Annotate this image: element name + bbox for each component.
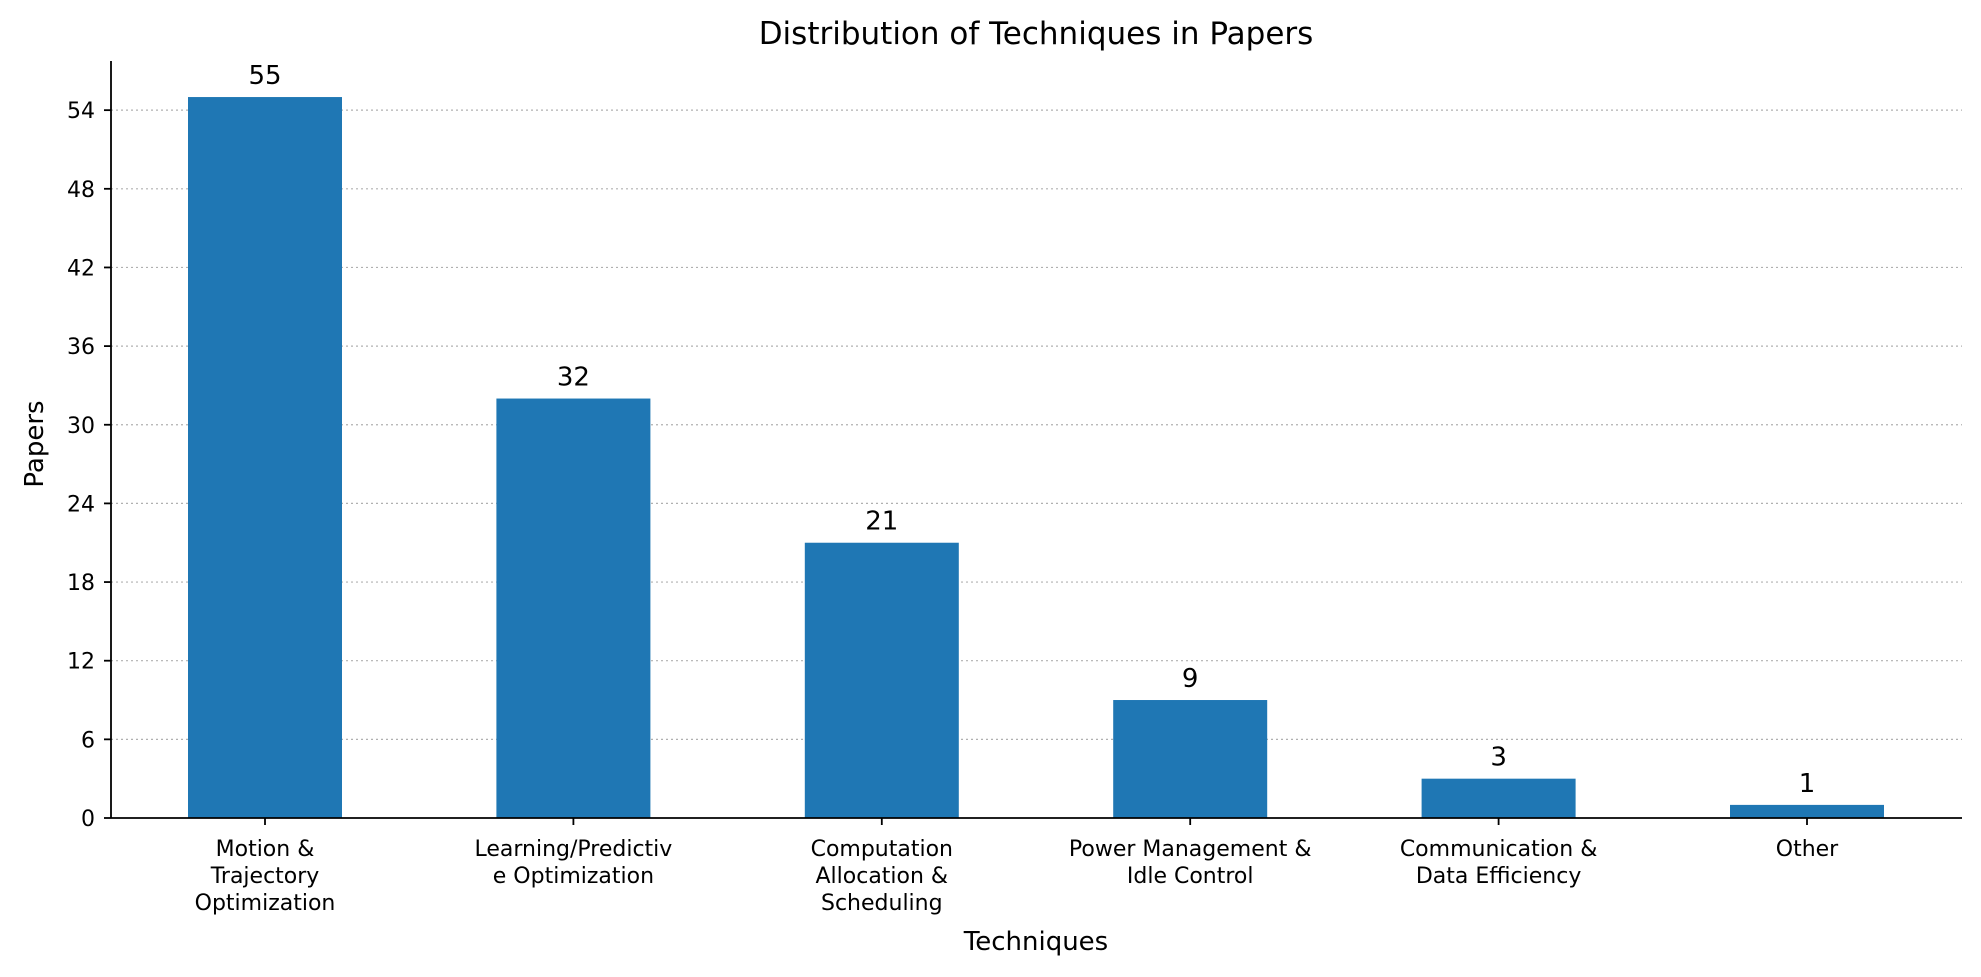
gridlines — [111, 109, 1962, 740]
bar-value-label: 55 — [248, 61, 281, 91]
y-tick-label: 42 — [67, 256, 95, 281]
x-ticks: Motion & Trajectory Optimization Learning/P… — [195, 818, 1839, 916]
axes — [110, 61, 1962, 819]
x-tick-label-line: Power Management & — [1069, 837, 1312, 862]
y-tick-label: 12 — [67, 650, 95, 675]
y-tick-label: 24 — [67, 492, 95, 517]
bar-value-label: 32 — [557, 363, 590, 393]
x-tick-label-line: Communication & — [1400, 837, 1598, 862]
x-axis-title: Techniques — [963, 927, 1108, 957]
x-tick-label-line: Data Efficiency — [1416, 864, 1582, 889]
x-tick-label-line: Learning/Predictiv — [474, 837, 672, 862]
bar — [804, 542, 959, 818]
x-tick-label: Communication & Data Efficiency — [1400, 837, 1598, 889]
bar — [496, 398, 651, 818]
x-tick-label: Power Management & Idle Control — [1069, 837, 1312, 889]
y-tick-label: 0 — [81, 807, 95, 832]
bar-value-label: 1 — [1799, 769, 1816, 799]
x-tick-label-line: Scheduling — [821, 891, 943, 916]
x-tick-label-line: Optimization — [195, 891, 336, 916]
x-tick-label-line: Allocation & — [815, 864, 948, 889]
x-tick-label: Learning/Predictiv e Optimization — [474, 837, 672, 889]
x-tick-label: Motion & Trajectory Optimization — [195, 837, 336, 916]
bar — [188, 97, 342, 819]
bar-value-label: 21 — [865, 507, 898, 537]
x-tick-label-line: Computation — [811, 837, 953, 862]
x-tick-label: Computation Allocation & Scheduling — [811, 837, 953, 916]
x-tick-label-line: e Optimization — [493, 864, 654, 889]
x-tick-label-line: Motion & — [216, 837, 315, 862]
bar-value-label: 3 — [1490, 743, 1507, 773]
y-ticks: 0 6 12 18 24 30 36 42 48 54 — [67, 99, 111, 832]
x-tick-label-line: Trajectory — [210, 864, 320, 889]
bars — [188, 97, 1884, 819]
chart-title: Distribution of Techniques in Papers — [759, 16, 1314, 52]
bar — [1421, 778, 1576, 818]
value-labels: 55 32 21 9 3 1 — [248, 61, 1815, 799]
y-tick-label: 30 — [67, 414, 95, 439]
bar-value-label: 9 — [1182, 664, 1199, 694]
x-tick-label-line: Idle Control — [1127, 864, 1254, 889]
x-tick-label: Other — [1776, 837, 1839, 862]
bar — [1730, 804, 1884, 818]
bar — [1113, 700, 1268, 818]
y-tick-label: 36 — [67, 335, 95, 360]
y-tick-label: 6 — [81, 728, 95, 753]
x-tick-label-line: Other — [1776, 837, 1839, 862]
y-tick-label: 18 — [67, 571, 95, 596]
y-axis-title: Papers — [20, 400, 50, 487]
y-tick-label: 54 — [67, 99, 95, 124]
y-tick-label: 48 — [67, 178, 95, 203]
